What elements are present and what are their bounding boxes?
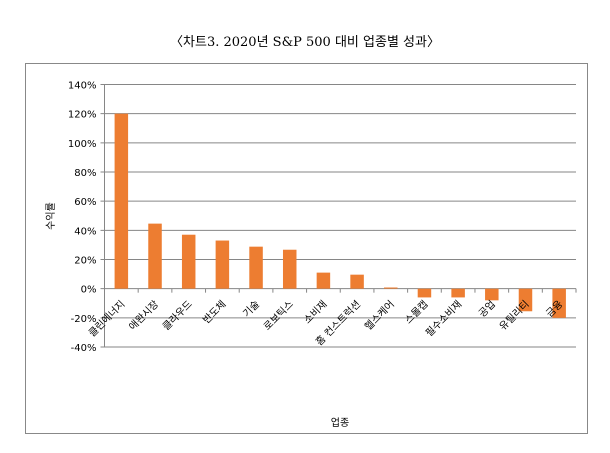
bar-로보틱스 <box>282 249 297 289</box>
y-tick-label: 80% <box>74 168 96 179</box>
x-tick-label: 반도체 <box>200 298 228 326</box>
y-tick-label: 100% <box>68 139 97 150</box>
bar-반도체 <box>215 240 230 289</box>
x-tick-label: 스몰캡 <box>403 298 431 326</box>
bar-소비재 <box>316 272 331 289</box>
x-tick-label: 기술 <box>241 298 263 320</box>
bar-애완시장 <box>148 223 162 289</box>
bar-클린에너지 <box>114 113 129 289</box>
x-tick-label: 공업 <box>476 298 498 320</box>
y-tick-label: 140% <box>68 81 97 92</box>
bar-클라우드 <box>181 234 196 289</box>
y-axis-title: 수익률 <box>45 202 57 230</box>
bar-헬스케어 <box>384 287 398 289</box>
x-tick-label: 유틸리티 <box>496 298 531 333</box>
x-axis-title: 업종 <box>331 416 349 429</box>
x-tick-label: 애완시장 <box>127 298 162 333</box>
x-tick-label: 클라우드 <box>160 298 195 333</box>
x-tick-label: 헬스케어 <box>362 298 397 333</box>
y-tick-label: 0% <box>81 285 97 296</box>
x-tick-label: 로보틱스 <box>261 298 296 333</box>
bar-홈 컨스트럭션 <box>350 274 364 289</box>
y-tick-label: -20% <box>71 314 97 325</box>
x-tick-label: 필수소비재 <box>423 298 464 339</box>
bar-필수소비재 <box>451 288 465 298</box>
y-tick-label: 60% <box>74 197 96 208</box>
bar-유틸리티 <box>518 288 533 312</box>
bar-스몰캡 <box>417 288 432 298</box>
chart-frame <box>25 63 588 434</box>
y-tick-label: -40% <box>71 343 97 354</box>
y-tick-label: 120% <box>68 110 97 121</box>
bar-금융 <box>552 288 566 318</box>
chart-title: 〈차트3. 2020년 S&P 500 대비 업종별 성과〉 <box>170 35 440 50</box>
bar-기술 <box>249 246 263 289</box>
x-tick-label: 소비재 <box>302 298 330 326</box>
y-tick-label: 20% <box>74 256 96 267</box>
y-tick-label: 40% <box>74 226 96 237</box>
bar-공업 <box>485 288 499 301</box>
